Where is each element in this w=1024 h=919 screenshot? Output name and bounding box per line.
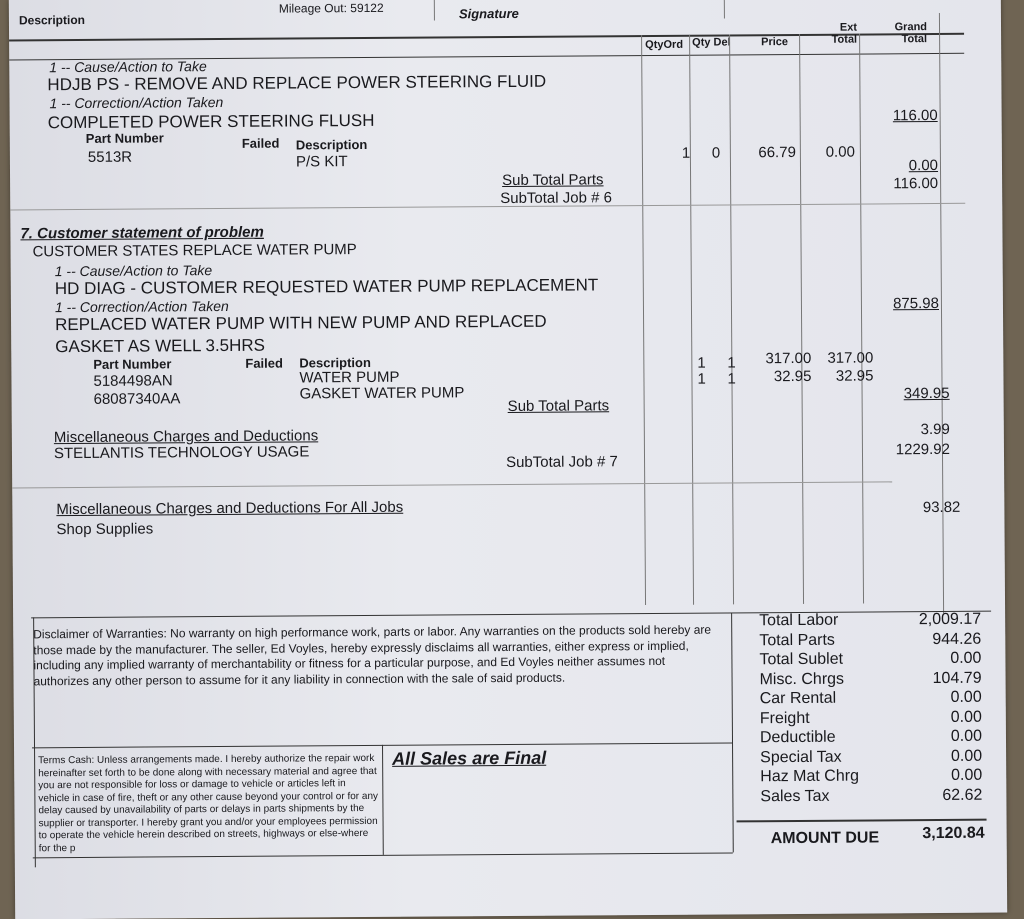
job6-subtotal: 116.00 (893, 174, 939, 193)
part-description: GASKET WATER PUMP (299, 384, 465, 403)
ext-total: 0.00 (825, 143, 855, 161)
price: 32.95 (773, 367, 812, 386)
job6-cause: HDJB PS - REMOVE AND REPLACE POWER STEER… (47, 71, 547, 95)
total-value: 0.00 (950, 727, 983, 745)
qty-del: 1 (727, 370, 736, 388)
sales-final: All Sales are Final (392, 747, 547, 769)
job7-sub-total-parts-label: Sub Total Parts (507, 397, 610, 416)
total-value: 944.26 (932, 630, 982, 648)
job6-correction-label: 1 -- Correction/Action Taken (49, 93, 224, 112)
qty-del: 1 (727, 354, 736, 372)
ext-total: 32.95 (835, 367, 874, 385)
job7-correction-1: REPLACED WATER PUMP WITH NEW PUMP AND RE… (55, 311, 547, 335)
total-label: Total Labor (759, 611, 839, 630)
description-header: Description (18, 12, 86, 28)
col-grand-total: Grand Total (894, 21, 928, 46)
disclaimer-text: Disclaimer of Warranties: No warranty on… (33, 622, 712, 688)
total-value: 0.00 (950, 649, 982, 667)
qty-ord: 1 (681, 144, 691, 162)
total-value: 0.00 (950, 708, 982, 726)
total-label: Haz Mat Chrg (760, 767, 860, 786)
total-label: Misc. Chrgs (759, 670, 845, 688)
all-jobs-misc-item: Shop Supplies (56, 520, 154, 539)
description-label: Description (295, 136, 368, 153)
price: 317.00 (765, 349, 812, 368)
price: 66.79 (758, 143, 796, 162)
total-value: 62.62 (942, 786, 983, 804)
total-label: Total Parts (759, 631, 835, 649)
total-label: Freight (759, 709, 810, 727)
part-description: P/S KIT (295, 153, 348, 171)
job7-sub-total-parts: 349.95 (903, 384, 950, 403)
amount-due: 3,120.84 (922, 824, 985, 843)
qty-ord: 1 (697, 354, 706, 372)
total-label: Car Rental (759, 689, 837, 708)
col-qty-del: Qty Del (692, 36, 731, 49)
job7-correction-2: GASKET AS WELL 3.5HRS (55, 335, 266, 357)
total-value: 0.00 (950, 747, 983, 765)
total-value: 0.00 (951, 766, 983, 784)
part-description: WATER PUMP (299, 368, 400, 387)
job7-cause: HD DIAG - CUSTOMER REQUESTED WATER PUMP … (54, 275, 599, 299)
job7-correction-label: 1 -- Correction/Action Taken (54, 297, 229, 316)
terms-text: Terms Cash: Unless arrangements made. I … (38, 752, 379, 854)
job6-cause-label: 1 -- Cause/Action to Take (49, 58, 207, 76)
job6-sub-total-parts: 0.00 (908, 156, 939, 175)
job7-subtotal: 1229.92 (895, 440, 951, 459)
job7-misc-amount: 3.99 (920, 420, 950, 439)
ext-total: 317.00 (827, 349, 874, 367)
part-number: 5184498AN (93, 372, 173, 390)
job6-labor-total: 116.00 (892, 106, 938, 125)
total-label: Total Sublet (759, 650, 844, 669)
job6-sub-total-parts-label: Sub Total Parts (502, 171, 604, 190)
part-number-label: Part Number (85, 130, 164, 146)
failed-label: Failed (245, 355, 283, 371)
job7-labor-total: 875.98 (892, 294, 940, 313)
part-number-label: Part Number (93, 356, 172, 372)
job6-subtotal-label: SubTotal Job # 6 (500, 189, 613, 208)
col-price: Price (761, 36, 789, 49)
total-value: 104.79 (932, 669, 982, 687)
col-qty-ord: QtyOrd (645, 38, 684, 52)
all-jobs-misc-amount: 93.82 (922, 498, 961, 517)
job7-cause-label: 1 -- Cause/Action to Take (54, 262, 213, 280)
total-label: Special Tax (760, 748, 842, 766)
total-label: Sales Tax (760, 787, 830, 805)
all-jobs-misc-label: Miscellaneous Charges and Deductions For… (56, 498, 404, 519)
total-value: 2,009.17 (918, 610, 982, 629)
total-value: 0.00 (950, 688, 982, 706)
qty-del: 0 (711, 144, 721, 162)
job7-subtotal-label: SubTotal Job # 7 (505, 453, 618, 472)
amount-due-label: AMOUNT DUE (770, 829, 880, 848)
qty-ord: 1 (697, 370, 706, 388)
job7-title: 7. Customer statement of problem (20, 223, 264, 243)
total-label: Deductible (759, 728, 836, 747)
job7-misc-item: STELLANTIS TECHNOLOGY USAGE (53, 443, 310, 463)
invoice-page: Description Mileage Out: 59122 Signature… (8, 0, 1008, 919)
job7-statement: CUSTOMER STATES REPLACE WATER PUMP (32, 241, 357, 261)
part-number: 68087340AA (93, 390, 181, 408)
part-number: 5513R (87, 148, 133, 166)
signature-label: Signature (458, 5, 519, 22)
failed-label: Failed (241, 135, 280, 151)
mileage-out: Mileage Out: 59122 (278, 0, 384, 16)
col-ext-total: Ext Total (831, 21, 858, 46)
